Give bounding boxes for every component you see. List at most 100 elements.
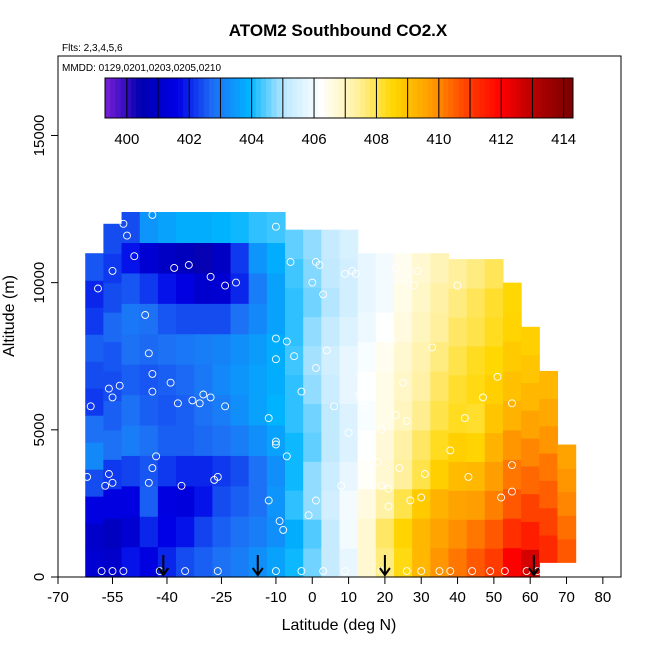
field-cell [248, 485, 268, 517]
sample-point [119, 567, 128, 576]
field-cell [502, 282, 522, 313]
colorbar-cell [307, 78, 314, 118]
field-cell [375, 488, 395, 519]
sample-points [83, 210, 564, 576]
field-cell [103, 223, 123, 254]
field-cell [157, 394, 177, 426]
field-cell [157, 424, 177, 456]
sample-point [104, 470, 113, 478]
field-cell [212, 394, 232, 426]
field-cell [557, 491, 577, 516]
field-cell [448, 288, 468, 318]
field-cell [448, 548, 468, 578]
sample-point [108, 393, 117, 402]
sample-point [384, 484, 393, 493]
colorbar-cell [235, 78, 241, 118]
field-cell [321, 490, 341, 520]
field-cell [466, 345, 486, 376]
sample-point [446, 567, 455, 576]
arrow-marker [379, 555, 391, 577]
field-cell [393, 459, 413, 490]
sample-point [319, 290, 328, 299]
field-cell [248, 242, 268, 274]
field-cell [448, 374, 468, 405]
field-cell [139, 485, 159, 517]
field-cell [121, 394, 141, 426]
field-cell [303, 287, 322, 318]
colorbar-cell [136, 78, 142, 118]
field-cell [139, 394, 159, 426]
field-cell [412, 400, 431, 431]
colorbar-cell [297, 78, 304, 118]
field-cell [285, 345, 304, 375]
colorbar-cell [417, 78, 423, 118]
sample-point [319, 567, 328, 576]
field-cell [303, 490, 322, 520]
field-cell [194, 212, 213, 244]
colorbar-tick-label: 404 [239, 131, 264, 148]
field-cell [85, 469, 104, 497]
sample-point [166, 378, 175, 387]
plot-frame [57, 55, 622, 578]
colorbar-cell [292, 78, 298, 118]
sample-point [181, 567, 190, 576]
colorbar-cell [151, 78, 158, 118]
field-cell [121, 364, 141, 396]
arrow-marker [251, 555, 264, 577]
colorbar-cell [474, 78, 480, 118]
field-cell [466, 374, 486, 405]
colorbar-cell [541, 78, 548, 118]
field-cell [521, 465, 540, 495]
sample-point [435, 567, 444, 576]
field-cell [157, 212, 177, 244]
colorbar-cell [323, 78, 330, 118]
colorbar-cell [131, 78, 137, 118]
field-cell [430, 370, 450, 401]
field-cell [85, 253, 104, 281]
sample-point [108, 266, 117, 275]
field-cell [266, 424, 286, 456]
colorbar-cell [432, 78, 439, 118]
field-cell [430, 547, 450, 578]
sample-point [391, 263, 400, 272]
colorbar-cell [339, 78, 345, 118]
field-cell [303, 403, 322, 433]
field-cell [248, 455, 268, 487]
field-cell [194, 272, 213, 304]
colorbar-tick-label: 400 [114, 131, 139, 148]
colorbar-cell [437, 78, 444, 118]
field-cell [103, 400, 123, 431]
sample-point [199, 390, 208, 399]
sample-point [395, 464, 404, 473]
x-axis: -70 -55 -40 -25 -10 0 10 20 30 40 50 60 70 80 [47, 577, 611, 606]
colorbar-cell [510, 78, 517, 118]
sample-point [388, 337, 397, 346]
field-cell [230, 364, 250, 396]
sample-point [286, 258, 295, 266]
field-cell [212, 212, 232, 244]
field-cell [557, 515, 577, 540]
field-cell [285, 519, 304, 549]
sample-point [275, 517, 284, 526]
colorbar-cell [281, 78, 288, 118]
field-cell [230, 303, 250, 335]
field-cell [176, 455, 195, 487]
colorbar-cell [500, 78, 506, 118]
field-cell [85, 307, 104, 335]
colorbar-cell [219, 78, 226, 118]
field-cell [466, 403, 486, 434]
sample-point [337, 481, 346, 490]
field-cell [303, 432, 322, 462]
colorbar-cell [489, 78, 496, 118]
field-cell [375, 253, 395, 284]
sample-point [188, 396, 197, 405]
colorbar-cell [250, 78, 257, 118]
colorbar-cell [463, 78, 470, 118]
sample-point [184, 261, 193, 269]
field-cell [157, 516, 177, 548]
colorbar-cell [120, 78, 127, 118]
field-cell [502, 459, 522, 490]
colorbar-cell [162, 78, 168, 118]
field-cell [412, 253, 431, 284]
field-cell [303, 374, 322, 404]
